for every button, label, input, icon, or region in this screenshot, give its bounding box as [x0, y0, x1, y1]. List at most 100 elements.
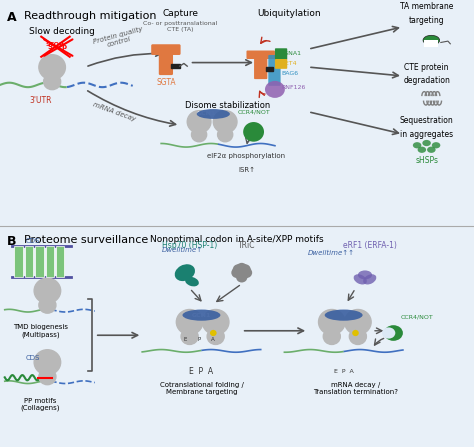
Text: Readthrough mitigation: Readthrough mitigation: [24, 11, 156, 21]
Text: Cotranslational folding /
Membrane targeting: Cotranslational folding / Membrane targe…: [160, 382, 243, 396]
Text: in aggregates: in aggregates: [400, 130, 453, 139]
Circle shape: [218, 127, 233, 142]
Text: B: B: [7, 235, 17, 248]
Text: CCR4/NOT: CCR4/NOT: [401, 315, 434, 320]
Ellipse shape: [363, 274, 376, 284]
Text: 3'UTR: 3'UTR: [29, 96, 52, 105]
Circle shape: [34, 350, 61, 375]
Circle shape: [187, 110, 211, 133]
Text: mRNA decay: mRNA decay: [91, 101, 136, 122]
Text: p: p: [62, 44, 66, 50]
Text: mRNA decay /
Translation termination?: mRNA decay / Translation termination?: [313, 382, 398, 396]
Text: E  P  A: E P A: [334, 368, 354, 374]
Text: CTE protein: CTE protein: [404, 63, 449, 72]
FancyBboxPatch shape: [275, 59, 287, 69]
Text: ASNA1: ASNA1: [281, 51, 302, 56]
Text: degradation: degradation: [403, 76, 450, 85]
Text: Slow decoding: Slow decoding: [29, 27, 94, 36]
Text: CCR4/NOT: CCR4/NOT: [237, 109, 270, 114]
Ellipse shape: [427, 147, 436, 153]
Bar: [424, 40, 438, 47]
Text: TA membrane: TA membrane: [400, 2, 453, 11]
Text: TMD biogenesis
(Multipass): TMD biogenesis (Multipass): [13, 324, 68, 337]
Text: TRiC: TRiC: [238, 241, 255, 250]
Ellipse shape: [358, 270, 372, 279]
Circle shape: [239, 264, 251, 275]
Circle shape: [233, 264, 244, 275]
Circle shape: [207, 329, 224, 345]
Circle shape: [191, 127, 207, 142]
Ellipse shape: [175, 264, 195, 281]
Circle shape: [34, 278, 61, 303]
FancyBboxPatch shape: [246, 51, 275, 59]
Text: eIF2α phosphorylation: eIF2α phosphorylation: [208, 153, 285, 160]
Text: Protein quality
control: Protein quality control: [92, 25, 145, 51]
Ellipse shape: [432, 142, 440, 148]
Ellipse shape: [423, 35, 440, 45]
Text: Hsp70 (HSP-1): Hsp70 (HSP-1): [162, 241, 217, 250]
Circle shape: [213, 110, 237, 133]
Bar: [25, 246, 33, 277]
Text: GCN1: GCN1: [197, 111, 216, 117]
Circle shape: [241, 267, 252, 278]
Text: SGTA: SGTA: [156, 78, 176, 87]
Text: CDS: CDS: [26, 354, 40, 361]
Ellipse shape: [422, 140, 431, 146]
Bar: [14, 246, 23, 277]
Bar: [266, 67, 273, 71]
Ellipse shape: [265, 81, 285, 98]
Text: ISR↑: ISR↑: [238, 167, 255, 173]
Text: E: E: [183, 337, 187, 342]
Bar: [46, 246, 54, 277]
Ellipse shape: [354, 274, 367, 284]
Circle shape: [44, 74, 61, 90]
Circle shape: [236, 272, 247, 283]
Ellipse shape: [413, 142, 421, 148]
Circle shape: [181, 329, 198, 345]
Text: STOP: STOP: [45, 42, 64, 47]
Circle shape: [39, 297, 56, 313]
Text: Capture: Capture: [162, 9, 198, 18]
Text: BAG6: BAG6: [281, 71, 298, 76]
Text: PP motifs
(Collagens): PP motifs (Collagens): [20, 398, 60, 411]
Text: Nonoptimal codon in A-site/XPP motifs: Nonoptimal codon in A-site/XPP motifs: [150, 235, 324, 244]
Text: A: A: [7, 11, 17, 24]
Ellipse shape: [382, 327, 395, 339]
FancyBboxPatch shape: [268, 55, 281, 86]
Text: Disome stabilization: Disome stabilization: [185, 101, 270, 110]
Ellipse shape: [325, 309, 363, 321]
Bar: [171, 64, 180, 68]
Ellipse shape: [185, 277, 199, 287]
Text: A: A: [211, 337, 215, 342]
Text: targeting: targeting: [409, 16, 445, 25]
Circle shape: [345, 309, 371, 334]
Ellipse shape: [197, 109, 230, 119]
Text: E  P  A: E P A: [190, 367, 213, 375]
Circle shape: [236, 263, 247, 274]
Circle shape: [349, 329, 366, 345]
Circle shape: [210, 330, 217, 336]
Text: P: P: [198, 337, 201, 342]
Text: eRF1 (ERFA-1): eRF1 (ERFA-1): [343, 241, 397, 250]
Circle shape: [176, 309, 203, 334]
Circle shape: [352, 330, 359, 336]
Circle shape: [39, 55, 65, 80]
FancyBboxPatch shape: [254, 55, 267, 79]
Text: Dwelltime↑↑: Dwelltime↑↑: [308, 249, 356, 256]
FancyBboxPatch shape: [151, 44, 181, 55]
Text: GCN1: GCN1: [192, 312, 211, 318]
Text: CDS: CDS: [26, 238, 40, 245]
FancyBboxPatch shape: [159, 50, 173, 75]
Bar: [56, 246, 64, 277]
Text: Proteome surveillance: Proteome surveillance: [24, 235, 148, 245]
Text: Dwelltime↑: Dwelltime↑: [162, 247, 203, 253]
Bar: [35, 246, 44, 277]
Ellipse shape: [418, 147, 426, 153]
Text: GET4: GET4: [281, 61, 298, 66]
Text: Ubiquitylation: Ubiquitylation: [257, 9, 321, 18]
Circle shape: [202, 309, 229, 334]
Circle shape: [231, 267, 243, 278]
Text: Co- or posttranslational
CTE (TA): Co- or posttranslational CTE (TA): [143, 21, 217, 32]
Circle shape: [39, 369, 56, 385]
Ellipse shape: [384, 325, 403, 341]
